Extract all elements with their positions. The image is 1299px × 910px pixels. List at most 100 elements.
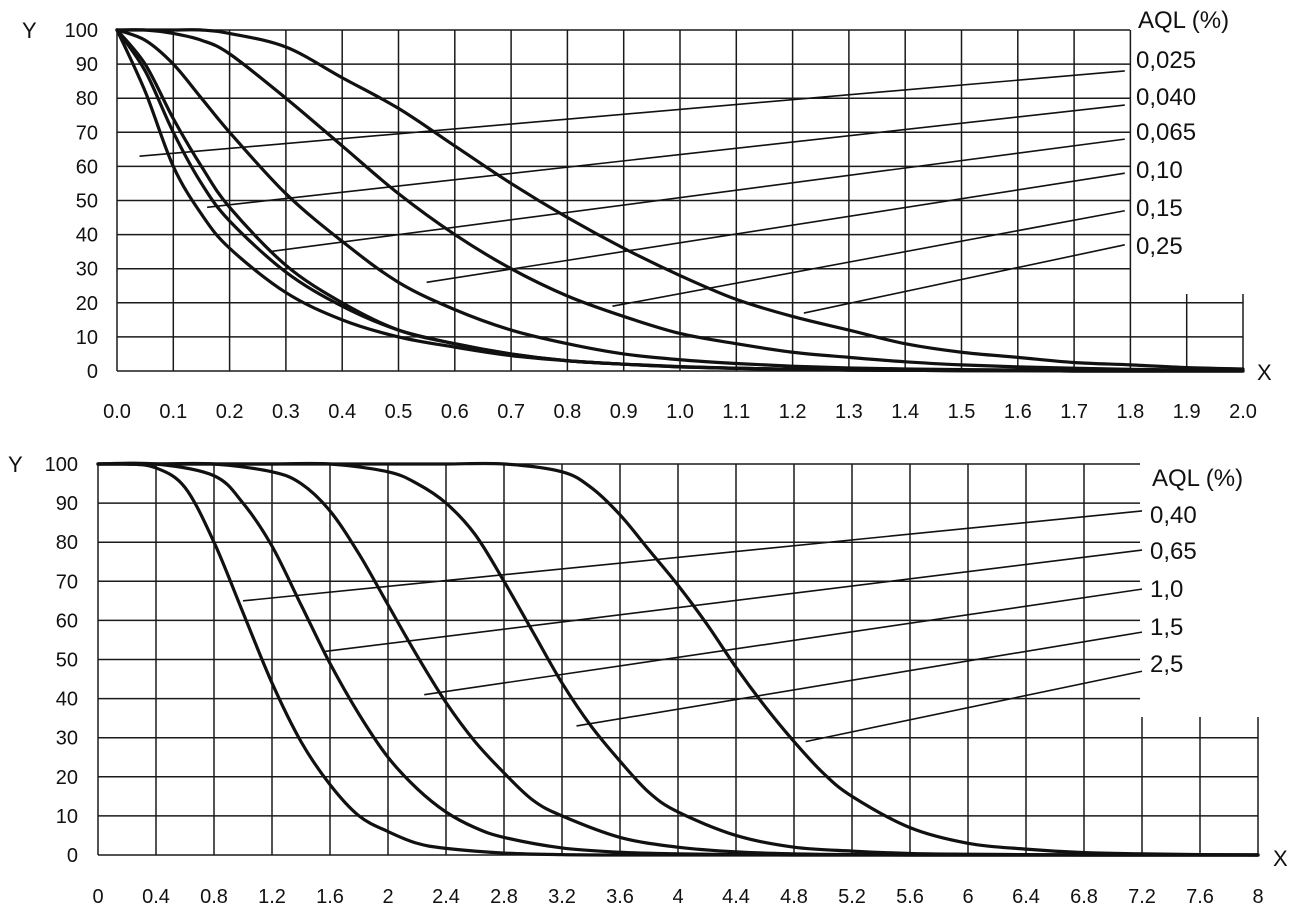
series-label: 0,065	[1136, 119, 1196, 146]
legend-title: AQL (%)	[1138, 7, 1229, 34]
series-leader-line	[268, 138, 1125, 253]
x-tick-label: 0.7	[497, 401, 525, 423]
y-tick-label: 90	[76, 54, 98, 76]
series-line-aql-2-5	[96, 462, 1260, 857]
series-line-aql-0-040	[115, 28, 1245, 372]
y-tick-label: 40	[56, 689, 78, 711]
series-leader-line	[322, 549, 1143, 653]
x-tick-label: 1.7	[1060, 401, 1088, 423]
series-leader-line	[139, 70, 1125, 157]
y-axis-label: Y	[22, 18, 37, 43]
y-tick-label: 60	[76, 156, 98, 178]
x-tick-label: 4	[672, 886, 683, 908]
y-tick-label: 10	[56, 806, 78, 828]
x-tick-label: 0.4	[142, 886, 170, 908]
x-tick-label: 0	[92, 886, 103, 908]
y-tick-label: 80	[76, 88, 98, 110]
x-tick-label: 1.2	[779, 401, 807, 423]
y-tick-label: 20	[56, 767, 78, 789]
chart-1: 0.0 0.1 0.2 0.3 0.4 0.5 0.6 0.7 0.8 0.9 1.0 1.1 1.2 1…	[22, 7, 1272, 423]
x-tick-label: 7.2	[1128, 886, 1156, 908]
y-tick-label: 30	[56, 728, 78, 750]
x-tick-label: 5.6	[896, 886, 924, 908]
x-tick-label: 2.4	[432, 886, 460, 908]
x-tick-label: 7.6	[1186, 886, 1214, 908]
series-label: 2,5	[1150, 651, 1183, 678]
y-tick-label: 50	[56, 650, 78, 672]
series-label: 0,025	[1136, 47, 1196, 74]
series-leader-line	[426, 172, 1125, 284]
x-tick-label: 0.9	[610, 401, 638, 423]
x-tick-label: 3.2	[548, 886, 576, 908]
series-label: 1,5	[1150, 614, 1183, 641]
series-leader-line	[424, 588, 1143, 696]
y-tick-label: 30	[76, 259, 98, 281]
x-tick-label: 1.4	[891, 401, 919, 423]
y-tick-label: 70	[56, 571, 78, 593]
series-label: 1,0	[1150, 576, 1183, 603]
y-tick-label: 0	[67, 845, 78, 867]
x-tick-label: 0.4	[328, 401, 356, 423]
series-label: 0,25	[1136, 233, 1183, 260]
series-leader-line	[803, 244, 1125, 314]
y-tick-label: 40	[76, 225, 98, 247]
series-label: 0,15	[1136, 195, 1183, 222]
series-leader-line	[576, 631, 1143, 727]
x-tick-label: 1.8	[1116, 401, 1144, 423]
series-label: 0,040	[1136, 84, 1196, 111]
x-tick-label: 2	[382, 886, 393, 908]
series-line-aql-0-025	[115, 28, 1245, 371]
x-axis-label: X	[1257, 360, 1272, 385]
x-tick-label: 1.2	[258, 886, 286, 908]
x-tick-label: 1.3	[835, 401, 863, 423]
x-tick-label: 0.1	[159, 401, 187, 423]
x-tick-label: 1.0	[666, 401, 694, 423]
y-tick-label: 90	[56, 493, 78, 515]
series-label: 0,10	[1136, 157, 1183, 184]
y-tick-label: 60	[56, 610, 78, 632]
x-tick-label: 0.0	[103, 401, 131, 423]
y-tick-label: 20	[76, 293, 98, 315]
x-tick-label: 3.6	[606, 886, 634, 908]
chart-2: 0 0.4 0.8 1.2 1.6 2 2.4 2.8 3.2 3.6 4 4.4 4.8 5.2 5.6 6…	[8, 452, 1288, 908]
y-tick-label: 50	[76, 191, 98, 213]
y-tick-label: 10	[76, 327, 98, 349]
series-leader-line	[206, 104, 1125, 209]
x-axis-label: X	[1273, 846, 1288, 871]
y-axis-label: Y	[8, 452, 23, 477]
x-tick-label: 0.6	[441, 401, 469, 423]
series-label: 0,40	[1150, 502, 1197, 529]
x-tick-label: 6.4	[1012, 886, 1040, 908]
x-tick-label: 0.3	[272, 401, 300, 423]
y-tick-label: 100	[45, 454, 78, 476]
x-tick-label: 1.5	[948, 401, 976, 423]
x-tick-label: 0.5	[385, 401, 413, 423]
x-tick-label: 1.6	[316, 886, 344, 908]
x-tick-label: 2.0	[1229, 401, 1257, 423]
y-tick-label: 80	[56, 532, 78, 554]
x-tick-label: 1.1	[722, 401, 750, 423]
x-tick-label: 0.8	[553, 401, 581, 423]
x-tick-label: 1.9	[1173, 401, 1201, 423]
series-label: 0,65	[1150, 538, 1197, 565]
legend-title: AQL (%)	[1152, 465, 1243, 492]
series-leader-line	[242, 510, 1143, 602]
y-tick-label: 70	[76, 122, 98, 144]
x-tick-label: 4.4	[722, 886, 750, 908]
x-tick-label: 6.8	[1070, 886, 1098, 908]
series-leader-line	[612, 209, 1125, 307]
y-tick-label: 0	[87, 361, 98, 383]
x-tick-label: 0.2	[216, 401, 244, 423]
series-leader-line	[805, 670, 1143, 743]
series-line-aql-0-25	[115, 28, 1245, 373]
x-tick-label: 2.8	[490, 886, 518, 908]
x-tick-label: 1.6	[1004, 401, 1032, 423]
x-tick-label: 6	[962, 886, 973, 908]
x-tick-label: 5.2	[838, 886, 866, 908]
x-tick-label: 0.8	[200, 886, 228, 908]
y-tick-label: 100	[65, 20, 98, 42]
x-tick-label: 4.8	[780, 886, 808, 908]
x-tick-label: 8	[1252, 886, 1263, 908]
